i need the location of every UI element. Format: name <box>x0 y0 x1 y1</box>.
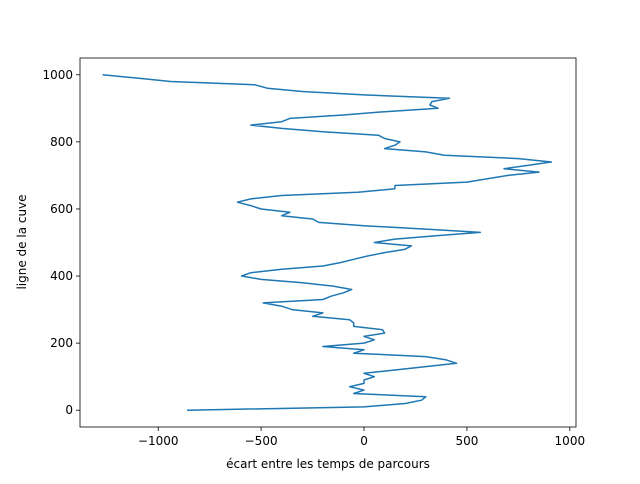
y-tick-label: 400 <box>50 269 73 283</box>
y-tick-label: 600 <box>50 202 73 216</box>
y-tick-label: 1000 <box>42 68 73 82</box>
data-line <box>102 74 553 411</box>
x-tick-label: −1000 <box>138 434 179 448</box>
x-tick-label: 500 <box>455 434 478 448</box>
x-tick-label: 1000 <box>555 434 586 448</box>
x-axis-label: écart entre les temps de parcours <box>226 457 430 471</box>
y-axis-label: ligne de la cuve <box>15 194 29 289</box>
y-tick-label: 200 <box>50 336 73 350</box>
y-tick-label: 800 <box>50 135 73 149</box>
x-tick-label: 0 <box>360 434 368 448</box>
x-tick-label: −500 <box>245 434 278 448</box>
y-tick-label: 0 <box>65 403 73 417</box>
plot-frame <box>79 57 577 428</box>
